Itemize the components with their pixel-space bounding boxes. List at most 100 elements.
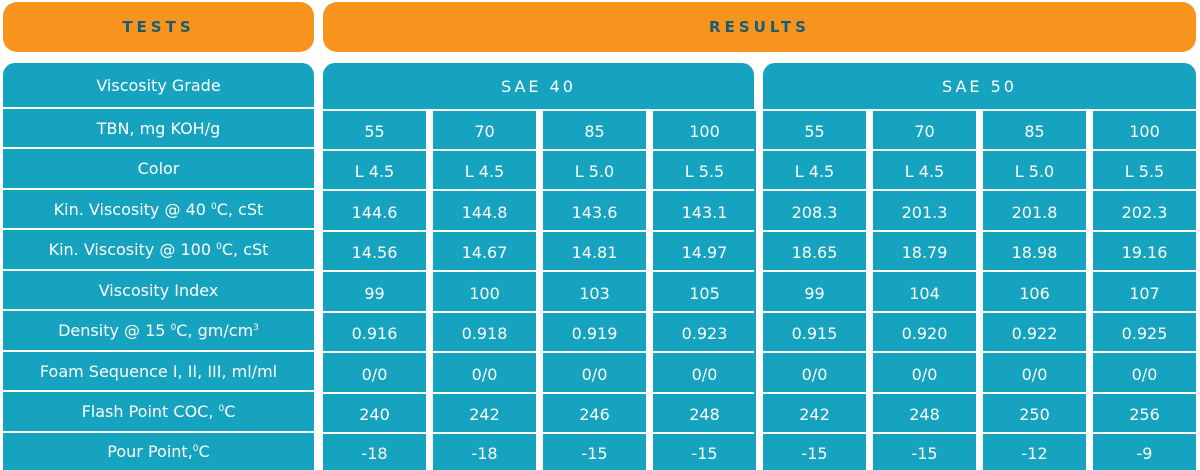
result-cell-color: L 4.5 — [794, 162, 835, 181]
row-divider — [323, 432, 754, 434]
row-divider — [323, 270, 754, 272]
result-cell-tbn: 55 — [804, 121, 825, 141]
result-cell-kv100: 14.97 — [681, 243, 728, 262]
result-cell-kv100: 19.16 — [1121, 243, 1168, 262]
result-cell-kv100: 14.56 — [351, 243, 398, 262]
row-divider — [323, 149, 754, 151]
result-cell-flash: 250 — [1019, 405, 1050, 424]
result-cell-color: L 5.0 — [1014, 162, 1055, 181]
row-divider — [763, 432, 1196, 434]
row-divider — [763, 270, 1196, 272]
result-cell-kv40: 201.8 — [1011, 202, 1058, 222]
result-cell-density: 0.916 — [351, 324, 398, 343]
result-cell-foam: 0/0 — [581, 364, 608, 384]
row-divider — [763, 189, 1196, 191]
result-cell-pour: -12 — [1021, 444, 1048, 463]
tests-header: TESTS — [3, 2, 314, 52]
result-cell-density: 0.925 — [1121, 324, 1168, 343]
result-cell-pour: -15 — [581, 444, 608, 463]
result-cell-tbn: 100 — [689, 121, 720, 141]
results-header-label: RESULTS — [709, 18, 810, 36]
result-cell-pour: -15 — [691, 444, 718, 463]
result-cell-kv100: 14.81 — [571, 243, 618, 262]
row-divider — [323, 392, 754, 394]
result-cell-density: 0.918 — [461, 324, 508, 343]
result-cell-kv100: 14.67 — [461, 243, 508, 262]
tests-header-label: TESTS — [122, 18, 195, 36]
result-column: 70 L 4.5 201.3 18.79 104 0.920 0/0 248 -15 — [873, 111, 976, 470]
result-cell-density: 0.919 — [571, 324, 618, 343]
result-cell-pour: -18 — [361, 444, 388, 463]
result-cell-color: L 5.5 — [684, 162, 725, 181]
result-cell-color: L 4.5 — [354, 162, 395, 181]
result-cell-foam: 0/0 — [361, 364, 388, 384]
result-cell-kv40: 202.3 — [1121, 202, 1168, 222]
result-column: 55 L 4.5 208.3 18.65 99 0.915 0/0 242 -15 — [763, 111, 866, 470]
result-cell-density: 0.923 — [681, 324, 728, 343]
result-cell-flash: 246 — [579, 405, 610, 424]
result-column: 85 L 5.0 201.8 18.98 106 0.922 0/0 250 -12 — [983, 111, 1086, 470]
row-divider — [323, 189, 754, 191]
result-cell-pour: -18 — [471, 444, 498, 463]
result-column: 70 L 4.5 144.8 14.67 100 0.918 0/0 242 -18 — [433, 111, 536, 470]
result-cell-flash: 242 — [799, 405, 830, 424]
result-column: 100 L 5.5 202.3 19.16 107 0.925 0/0 256 -9 — [1093, 111, 1196, 470]
result-cell-foam: 0/0 — [911, 364, 938, 384]
result-cell-density: 0.922 — [1011, 324, 1058, 343]
row-divider — [763, 351, 1196, 353]
row-divider — [763, 230, 1196, 232]
result-cell-kv40: 201.3 — [901, 202, 948, 222]
result-cell-color: L 5.5 — [1124, 162, 1165, 181]
result-cell-foam: 0/0 — [801, 364, 828, 384]
result-cell-flash: 248 — [909, 405, 940, 424]
result-cell-foam: 0/0 — [1021, 364, 1048, 384]
result-cell-foam: 0/0 — [691, 364, 718, 384]
grade-label: SAE 40 — [501, 76, 576, 96]
result-cell-pour: -15 — [911, 444, 938, 463]
result-cell-kv100: 18.79 — [901, 243, 948, 262]
row-divider — [323, 230, 754, 232]
result-cell-vi: 105 — [689, 283, 720, 303]
grade-header-sae50: SAE 50 — [763, 63, 1196, 109]
results-header: RESULTS — [323, 2, 1196, 52]
result-cell-flash: 248 — [689, 405, 720, 424]
result-cell-vi: 106 — [1019, 283, 1050, 303]
result-cell-vi: 100 — [469, 283, 500, 303]
result-cell-vi: 99 — [364, 283, 385, 303]
row-divider — [763, 392, 1196, 394]
test-label: Kin. Viscosity @ 40 0C, cSt — [3, 190, 314, 230]
result-cell-foam: 0/0 — [471, 364, 498, 384]
result-cell-kv100: 18.98 — [1011, 243, 1058, 262]
result-cell-vi: 103 — [579, 283, 610, 303]
result-cell-color: L 4.5 — [904, 162, 945, 181]
test-label: Pour Point,0C — [107, 442, 210, 461]
result-cell-kv40: 144.6 — [351, 202, 398, 222]
result-cell-pour: -15 — [801, 444, 828, 463]
test-label: Viscosity Index — [3, 271, 314, 311]
result-cell-foam: 0/0 — [1131, 364, 1158, 384]
result-cell-pour: -9 — [1136, 444, 1153, 463]
row-divider — [323, 311, 754, 313]
grade-label: SAE 50 — [942, 76, 1017, 96]
result-cell-kv40: 143.1 — [681, 202, 728, 222]
row-divider — [323, 351, 754, 353]
test-label: Flash Point COC, 0C — [3, 392, 314, 433]
result-cell-kv40: 144.8 — [461, 202, 508, 222]
test-label: Viscosity Grade — [3, 63, 314, 109]
result-cell-vi: 104 — [909, 283, 940, 303]
grade-header-sae40: SAE 40 — [323, 63, 754, 109]
test-label: Color — [3, 149, 314, 190]
row-divider — [763, 311, 1196, 313]
result-column: 85 L 5.0 143.6 14.81 103 0.919 0/0 246 -15 — [543, 111, 646, 470]
result-cell-tbn: 85 — [1024, 121, 1045, 141]
result-cell-color: L 4.5 — [464, 162, 505, 181]
result-cell-color: L 5.0 — [574, 162, 615, 181]
result-cell-density: 0.915 — [791, 324, 838, 343]
result-cell-kv100: 18.65 — [791, 243, 838, 262]
result-cell-density: 0.920 — [901, 324, 948, 343]
result-cell-tbn: 70 — [474, 121, 495, 141]
result-cell-kv40: 143.6 — [571, 202, 618, 222]
test-label: Kin. Viscosity @ 100 0C, cSt — [3, 230, 314, 271]
tests-column: Viscosity Grade TBN, mg KOH/g Color Kin. Vi… — [3, 63, 314, 470]
result-cell-tbn: 70 — [914, 121, 935, 141]
